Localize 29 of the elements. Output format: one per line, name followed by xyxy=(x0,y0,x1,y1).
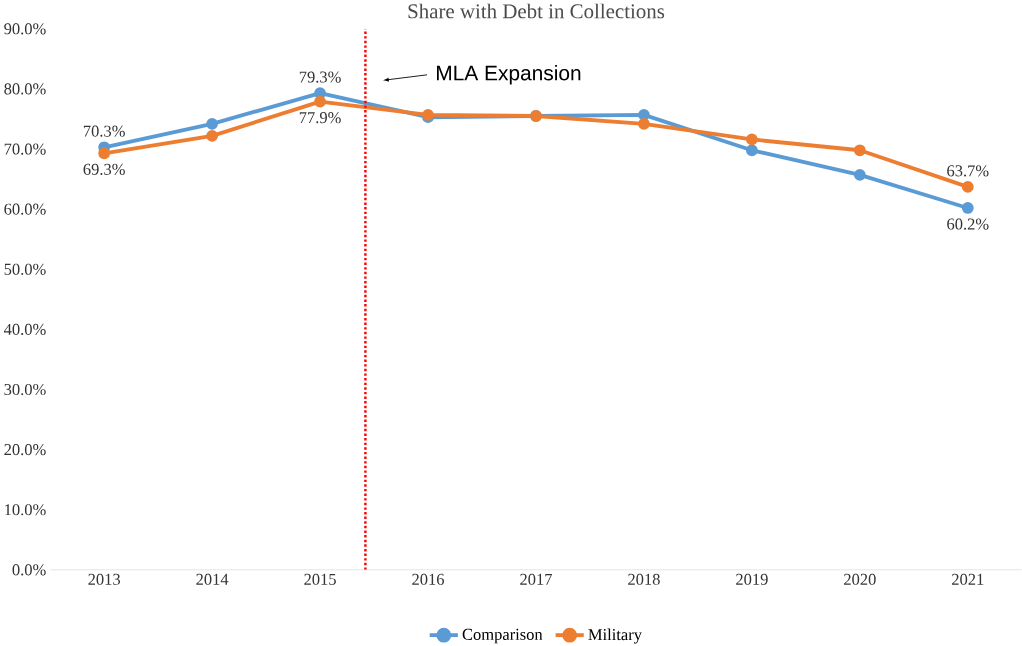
data-label: 63.7% xyxy=(947,165,989,177)
x-tick-label: 2019 xyxy=(736,573,768,585)
data-label: 70.3% xyxy=(83,125,125,137)
y-tick-label: 70.0% xyxy=(4,143,46,155)
data-label: 60.2% xyxy=(947,218,989,230)
chart-title: Share with Debt in Collections xyxy=(408,3,665,19)
y-tick-label: 80.0% xyxy=(4,83,46,95)
data-label: 79.3% xyxy=(299,71,341,83)
x-tick-label: 2017 xyxy=(520,573,552,585)
x-tick-label: 2014 xyxy=(196,573,229,585)
y-tick-label: 50.0% xyxy=(4,263,46,275)
data-label: 69.3% xyxy=(83,163,125,175)
x-tick-label: 2016 xyxy=(412,573,445,585)
y-tick-label: 40.0% xyxy=(4,323,46,335)
y-tick-label: 0.0% xyxy=(12,564,46,576)
legend-label: Military xyxy=(588,628,642,644)
y-tick-label: 90.0% xyxy=(4,23,46,35)
y-tick-label: 60.0% xyxy=(4,203,46,215)
annotation: MLA Expansion xyxy=(437,65,581,85)
x-tick-label: 2018 xyxy=(628,573,660,585)
x-tick-label: 2013 xyxy=(88,573,121,585)
data-label: 77.9% xyxy=(299,112,341,124)
y-tick-label: 20.0% xyxy=(4,444,46,456)
x-tick-label: 2015 xyxy=(304,573,336,585)
y-tick-label: 10.0% xyxy=(5,504,46,516)
y-tick-label: 30.0% xyxy=(4,383,46,396)
legend-label: Comparison xyxy=(462,628,543,644)
x-tick-label: 2021 xyxy=(952,573,984,585)
x-tick-label: 2020 xyxy=(844,573,876,585)
